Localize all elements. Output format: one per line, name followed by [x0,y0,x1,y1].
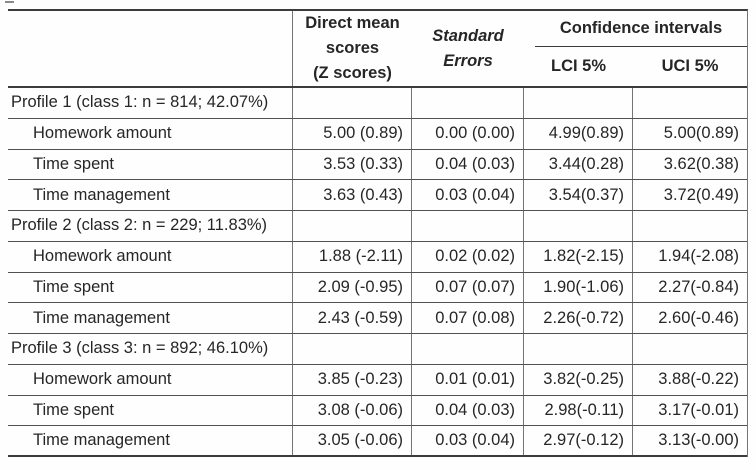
uci-value: 2.27(-0.84) [658,277,739,296]
row-label: Time spent [8,272,293,303]
lci-value: 1.90(-1.06) [524,272,633,303]
uci-value: 3.13(-0.00) [658,431,739,450]
se-value: 0.00 (0.00) [412,118,524,149]
header-empty-cell [8,11,293,86]
section-row-profile-2: Profile 2 (class 2: n = 229; 11.83%) [8,211,747,242]
data-row-p1-homework-amount: Homework amount 5.00 (0.89) 0.00 (0.00) … [8,118,747,150]
mean-value: 5.00 (0.89) [293,118,412,149]
uci-value: 3.62(0.38) [663,154,739,173]
data-row-p1-time-management: Time management 3.63 (0.43) 0.03 (0.04) … [8,180,747,211]
lci-value: 1.82(-2.15) [524,241,633,272]
row-label: Time spent [8,149,293,180]
empty-cell [293,88,412,118]
lci-value: 4.99(0.89) [524,118,633,149]
row-label: Homework amount [8,118,293,149]
header-standard-errors-line1: Standard [432,26,504,45]
section-title: Profile 2 (class 2: n = 229; 11.83%) [8,211,293,241]
section-title: Profile 1 (class 1: n = 814; 42.07%) [8,88,293,118]
row-label: Homework amount [8,364,293,395]
uci-value: 3.72(0.49) [663,185,739,204]
row-label: Homework amount [8,241,293,272]
latent-profile-results-table: Direct mean scores (Z scores) Standard E… [8,9,748,457]
empty-cell [293,334,412,364]
table-header: Direct mean scores (Z scores) Standard E… [8,11,747,88]
section-row-profile-1: Profile 1 (class 1: n = 814; 42.07%) [8,88,747,119]
header-uci: UCI 5% [661,57,719,75]
header-confidence-intervals-group: Confidence intervals LCI 5% UCI 5% [524,11,747,86]
mean-value: 1.88 (-2.11) [293,241,412,272]
mean-value: 3.53 (0.33) [293,149,412,180]
empty-cell [524,211,633,241]
se-value: 0.07 (0.07) [412,272,524,303]
header-standard-errors: Standard Errors [412,11,524,86]
uci-value: 2.60(-0.46) [658,308,739,327]
mean-value: 2.09 (-0.95) [293,272,412,303]
se-value: 0.04 (0.03) [412,149,524,180]
lci-value: 2.26(-0.72) [524,303,633,333]
data-row-p2-time-management: Time management 2.43 (-0.59) 0.07 (0.08)… [8,303,747,334]
header-standard-errors-line2: Errors [443,51,493,70]
header-ci-subcolumns: LCI 5% UCI 5% [524,47,747,86]
section-title: Profile 3 (class 3: n = 892; 46.10%) [8,334,293,364]
data-row-p2-homework-amount: Homework amount 1.88 (-2.11) 0.02 (0.02)… [8,241,747,273]
uci-value: 3.17(-0.01) [658,400,739,419]
empty-cell [524,334,633,364]
scan-corner-artifact [5,1,14,3]
header-direct-mean-scores: Direct mean scores (Z scores) [293,11,412,86]
header-direct-mean-line2: scores [325,39,380,57]
row-label: Time spent [8,395,293,426]
section-row-profile-3: Profile 3 (class 3: n = 892; 46.10%) [8,334,747,365]
mean-value: 3.08 (-0.06) [293,395,412,426]
lci-value: 3.44(0.28) [524,149,633,180]
empty-cell [633,211,747,241]
empty-cell [412,88,524,118]
empty-cell [412,334,524,364]
lci-value: 2.98(-0.11) [524,395,633,426]
header-direct-mean-line1: Direct mean [305,14,400,32]
se-value: 0.04 (0.03) [412,395,524,426]
se-value: 0.07 (0.08) [412,303,524,333]
empty-cell [412,211,524,241]
row-label: Time management [8,180,293,210]
data-row-p1-time-spent: Time spent 3.53 (0.33) 0.04 (0.03) 3.44(… [8,149,747,181]
uci-value: 5.00(0.89) [663,124,739,143]
data-row-p3-homework-amount: Homework amount 3.85 (-0.23) 0.01 (0.01)… [8,364,747,396]
header-confidence-intervals: Confidence intervals [535,11,747,47]
header-direct-mean-line3: (Z scores) [313,64,392,82]
se-value: 0.02 (0.02) [412,241,524,272]
data-row-p3-time-spent: Time spent 3.08 (-0.06) 0.04 (0.03) 2.98… [8,395,747,427]
row-label: Time management [8,426,293,455]
data-row-p3-time-management: Time management 3.05 (-0.06) 0.03 (0.04)… [8,426,747,457]
se-value: 0.03 (0.04) [412,426,524,455]
uci-value: 3.88(-0.22) [658,370,739,389]
mean-value: 3.05 (-0.06) [293,426,412,455]
empty-cell [293,211,412,241]
mean-value: 3.63 (0.43) [293,180,412,210]
mean-value: 2.43 (-0.59) [293,303,412,333]
data-row-p2-time-spent: Time spent 2.09 (-0.95) 0.07 (0.07) 1.90… [8,272,747,304]
lci-value: 3.54(0.37) [524,180,633,210]
empty-cell [633,88,747,118]
lci-value: 2.97(-0.12) [524,426,633,455]
empty-cell [524,88,633,118]
se-value: 0.03 (0.04) [412,180,524,210]
mean-value: 3.85 (-0.23) [293,364,412,395]
empty-cell [633,334,747,364]
se-value: 0.01 (0.01) [412,364,524,395]
lci-value: 3.82(-0.25) [524,364,633,395]
header-lci: LCI 5% [550,57,606,75]
row-label: Time management [8,303,293,333]
uci-value: 1.94(-2.08) [658,247,739,266]
